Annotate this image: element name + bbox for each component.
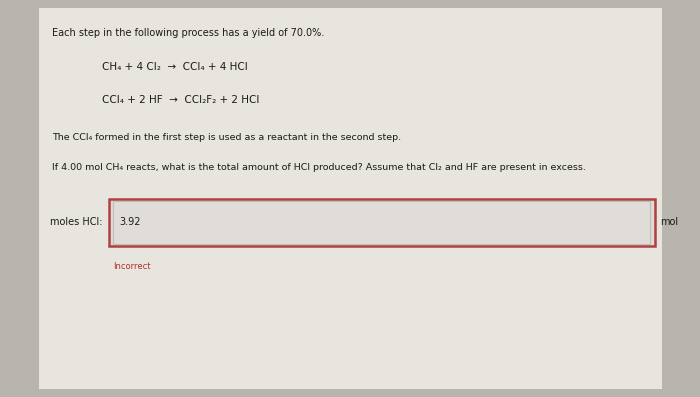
Text: moles HCl:: moles HCl: (50, 217, 103, 227)
Text: Each step in the following process has a yield of 70.0%.: Each step in the following process has a… (52, 28, 325, 38)
Text: CH₄ + 4 Cl₂  →  CCl₄ + 4 HCl: CH₄ + 4 Cl₂ → CCl₄ + 4 HCl (102, 62, 247, 71)
Text: CCl₄ + 2 HF  →  CCl₂F₂ + 2 HCl: CCl₄ + 2 HF → CCl₂F₂ + 2 HCl (102, 95, 259, 105)
Text: 3.92: 3.92 (120, 217, 141, 227)
Text: The CCl₄ formed in the first step is used as a reactant in the second step.: The CCl₄ formed in the first step is use… (52, 133, 402, 142)
FancyBboxPatch shape (113, 201, 650, 244)
FancyBboxPatch shape (38, 8, 661, 389)
Text: mol: mol (660, 217, 678, 227)
Text: Incorrect: Incorrect (113, 262, 150, 271)
FancyBboxPatch shape (108, 198, 654, 246)
Text: If 4.00 mol CH₄ reacts, what is the total amount of HCl produced? Assume that Cl: If 4.00 mol CH₄ reacts, what is the tota… (52, 163, 587, 172)
